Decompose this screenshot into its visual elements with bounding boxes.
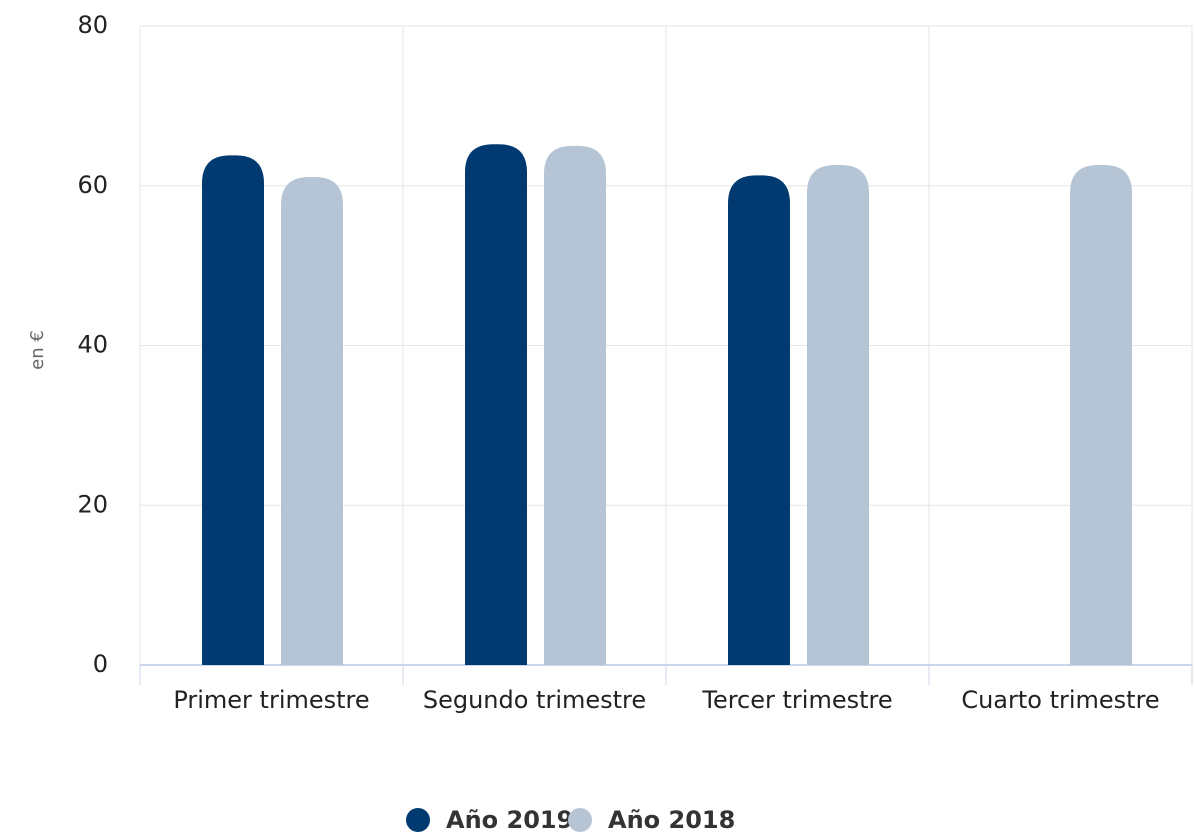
bar bbox=[807, 164, 869, 666]
y-tick-label: 80 bbox=[77, 11, 108, 39]
y-tick-label: 20 bbox=[77, 490, 108, 518]
x-tick-label: Primer trimestre bbox=[173, 686, 370, 714]
y-tick-label: 40 bbox=[77, 331, 108, 359]
x-tick-label: Segundo trimestre bbox=[422, 686, 647, 714]
legend-label: Año 2019 bbox=[446, 806, 573, 834]
bar bbox=[202, 155, 264, 665]
bar bbox=[1070, 164, 1132, 666]
legend-marker bbox=[568, 808, 592, 832]
legend-marker bbox=[406, 808, 430, 832]
x-tick-label: Cuarto trimestre bbox=[961, 686, 1160, 714]
bar bbox=[465, 144, 527, 666]
x-tick-label: Tercer trimestre bbox=[702, 686, 893, 714]
bar bbox=[544, 145, 606, 665]
bar bbox=[728, 175, 790, 665]
y-tick-label: 60 bbox=[77, 171, 108, 199]
legend-label: Año 2018 bbox=[608, 806, 735, 834]
y-axis-label: en € bbox=[27, 330, 48, 370]
y-tick-label: 0 bbox=[93, 650, 108, 678]
bar bbox=[281, 176, 343, 665]
